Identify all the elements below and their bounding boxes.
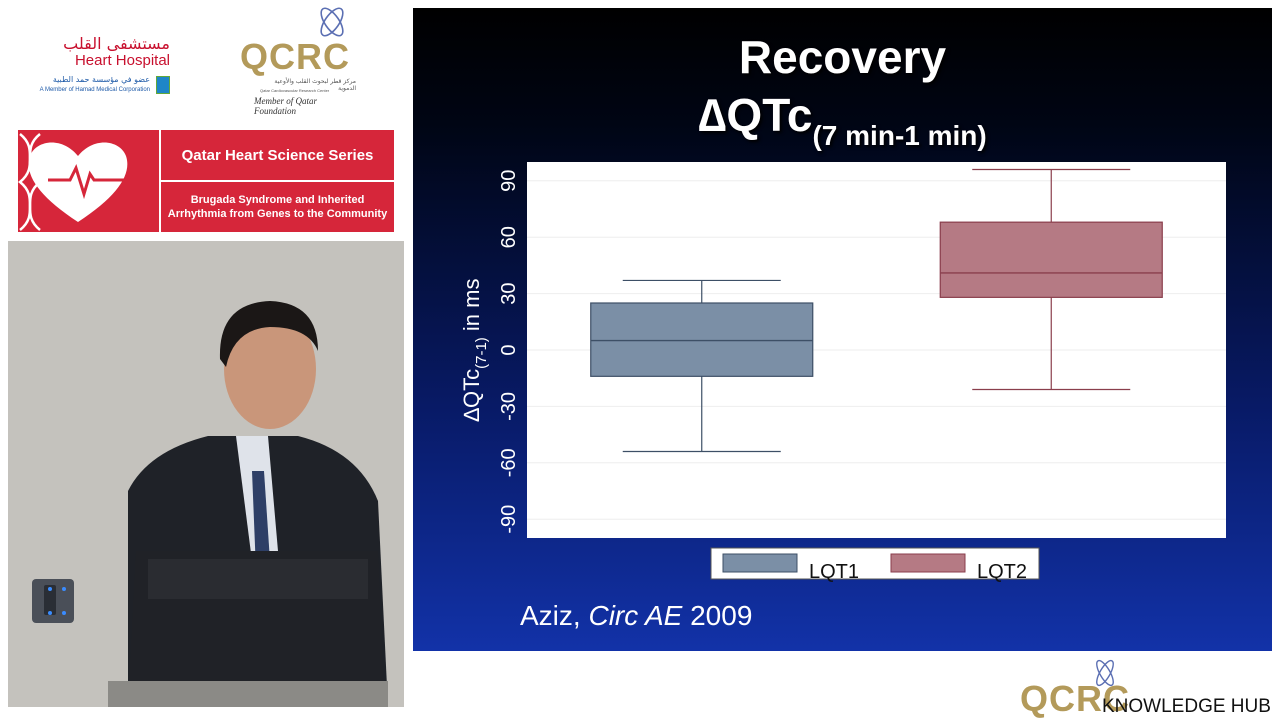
qcrc-arabic-name: مركز قطر لبحوث القلب والأوعية الدموية [274,78,356,92]
qcrc-logo: QCRC مركز قطر لبحوث القلب والأوعية الدمو… [236,4,356,116]
slide-subtitle-main: ∆QTc [698,89,813,141]
knowledge-hub-qcrc-letters: QCRC [1020,678,1130,719]
legend-label-lqt1: LQT1 [809,561,859,583]
y-tick-label--60: -60 [498,448,520,477]
series-subtitle-line-1: Brugada Syndrome and Inherited [190,194,365,206]
box-iqr [939,221,1163,298]
citation-journal: Circ AE [588,600,683,631]
y-tick-label--90: -90 [498,505,520,534]
series-banner: Qatar Heart Science Series Brugada Syndr… [18,130,394,232]
series-title: Qatar Heart Science Series [181,146,374,164]
grid-lines [527,180,1226,520]
box-lqt1 [590,279,814,453]
citation-year: 2009 [682,600,753,631]
y-axis-label: ∆QTc(7-1) in ms [459,279,490,422]
box-iqr [590,302,814,377]
slide-title: Recovery [738,31,947,83]
y-tick-labels: -90 -60 -30 0 30 60 90 [498,170,520,534]
knowledge-hub-logo: QCRC KNOWLEDGE HUB [1020,656,1276,719]
legend-swatch-lqt2 [890,553,966,573]
qcrc-logo-letters: QCRC [240,36,350,77]
heart-hospital-member-text: A Member of Hamad Medical Corporation [39,87,150,93]
y-axis-label-main: ∆QTc [459,369,484,422]
heart-hospital-arabic-member: عضو في مؤسسة حمد الطبية [52,75,150,84]
y-tick-label-90: 90 [498,170,520,192]
y-axis-label-sub: (7-1) [473,337,490,369]
speaker-image [8,241,404,707]
heart-hospital-arabic-name: مستشفى القلب [63,34,170,53]
y-axis-label-unit: in ms [459,279,484,338]
y-tick-label--30: -30 [498,392,520,421]
y-tick-label-60: 60 [498,226,520,248]
citation-author: Aziz, [520,600,589,631]
slide-subtitle-sub: (7 min-1 min) [812,120,987,151]
qcrc-english-name: Qatar Cardiovascular Research Center [260,88,330,93]
y-tick-label-30: 30 [498,282,520,304]
orbit-icon [1096,659,1114,687]
legend: LQT1 LQT2 [710,547,1040,583]
citation: Aziz, Circ AE 2009 [520,600,752,632]
series-subtitle-line-2: Arrhythmia from Genes to the Community [167,208,388,220]
qcrc-member-text: Member of Qatar Foundation [254,96,317,116]
hmc-badge-icon [156,76,170,94]
box-series [590,168,1163,453]
heart-dna-icon [18,133,128,231]
box-lqt2 [939,168,1163,391]
slide-subtitle: ∆QTc(7 min-1 min) [413,88,1272,152]
knowledge-hub-label: KNOWLEDGE HUB [1102,696,1271,717]
orbit-icon [320,7,344,37]
legend-label-lqt2: LQT2 [977,561,1027,583]
presentation-slide: Recovery ∆QTc(7 min-1 min) -90 -60 -30 0 30 6… [413,8,1272,651]
heart-hospital-name: Heart Hospital [74,52,170,69]
speaker-video [8,241,404,707]
heart-hospital-logo: مستشفى القلب Heart Hospital عضو في مؤسسة… [20,28,180,100]
y-tick-label-0: 0 [498,344,520,355]
legend-swatch-lqt1 [722,553,798,573]
